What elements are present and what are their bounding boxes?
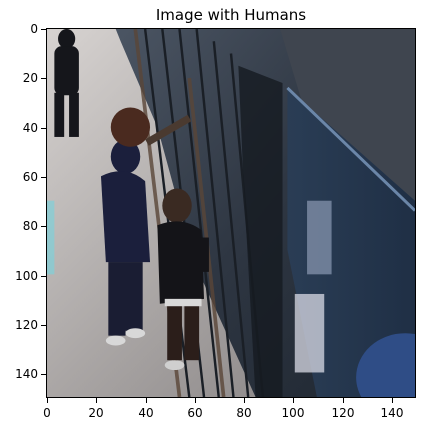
xtick-mark [392, 398, 393, 403]
xtick-label: 100 [281, 406, 305, 420]
xtick-mark [343, 398, 344, 403]
xtick-mark [47, 398, 48, 403]
ytick-mark [41, 226, 46, 227]
xtick-mark [195, 398, 196, 403]
ytick-mark [41, 78, 46, 79]
ytick-label: 120 [15, 318, 38, 332]
xtick-mark [244, 398, 245, 403]
ytick-mark [41, 128, 46, 129]
xtick-label: 60 [187, 406, 203, 420]
ytick-label: 80 [22, 219, 38, 233]
ytick-label: 40 [22, 121, 38, 135]
xtick-label: 40 [138, 406, 154, 420]
street-image [47, 29, 415, 397]
xtick-label: 140 [380, 406, 404, 420]
ytick-label: 60 [22, 170, 38, 184]
ytick-mark [41, 325, 46, 326]
ytick-mark [41, 29, 46, 30]
xtick-label: 20 [88, 406, 104, 420]
image-axes [46, 28, 416, 398]
xtick-label: 0 [43, 406, 51, 420]
plot-title: Image with Humans [155, 6, 307, 24]
ytick-mark [41, 374, 46, 375]
xtick-mark [96, 398, 97, 403]
ytick-mark [41, 276, 46, 277]
ytick-label: 20 [22, 71, 38, 85]
xtick-label: 80 [236, 406, 252, 420]
ytick-label: 140 [15, 367, 38, 381]
ytick-mark [41, 177, 46, 178]
xtick-label: 120 [331, 406, 355, 420]
ytick-label: 0 [30, 22, 38, 36]
ytick-label: 100 [15, 269, 38, 283]
xtick-mark [146, 398, 147, 403]
xtick-mark [293, 398, 294, 403]
